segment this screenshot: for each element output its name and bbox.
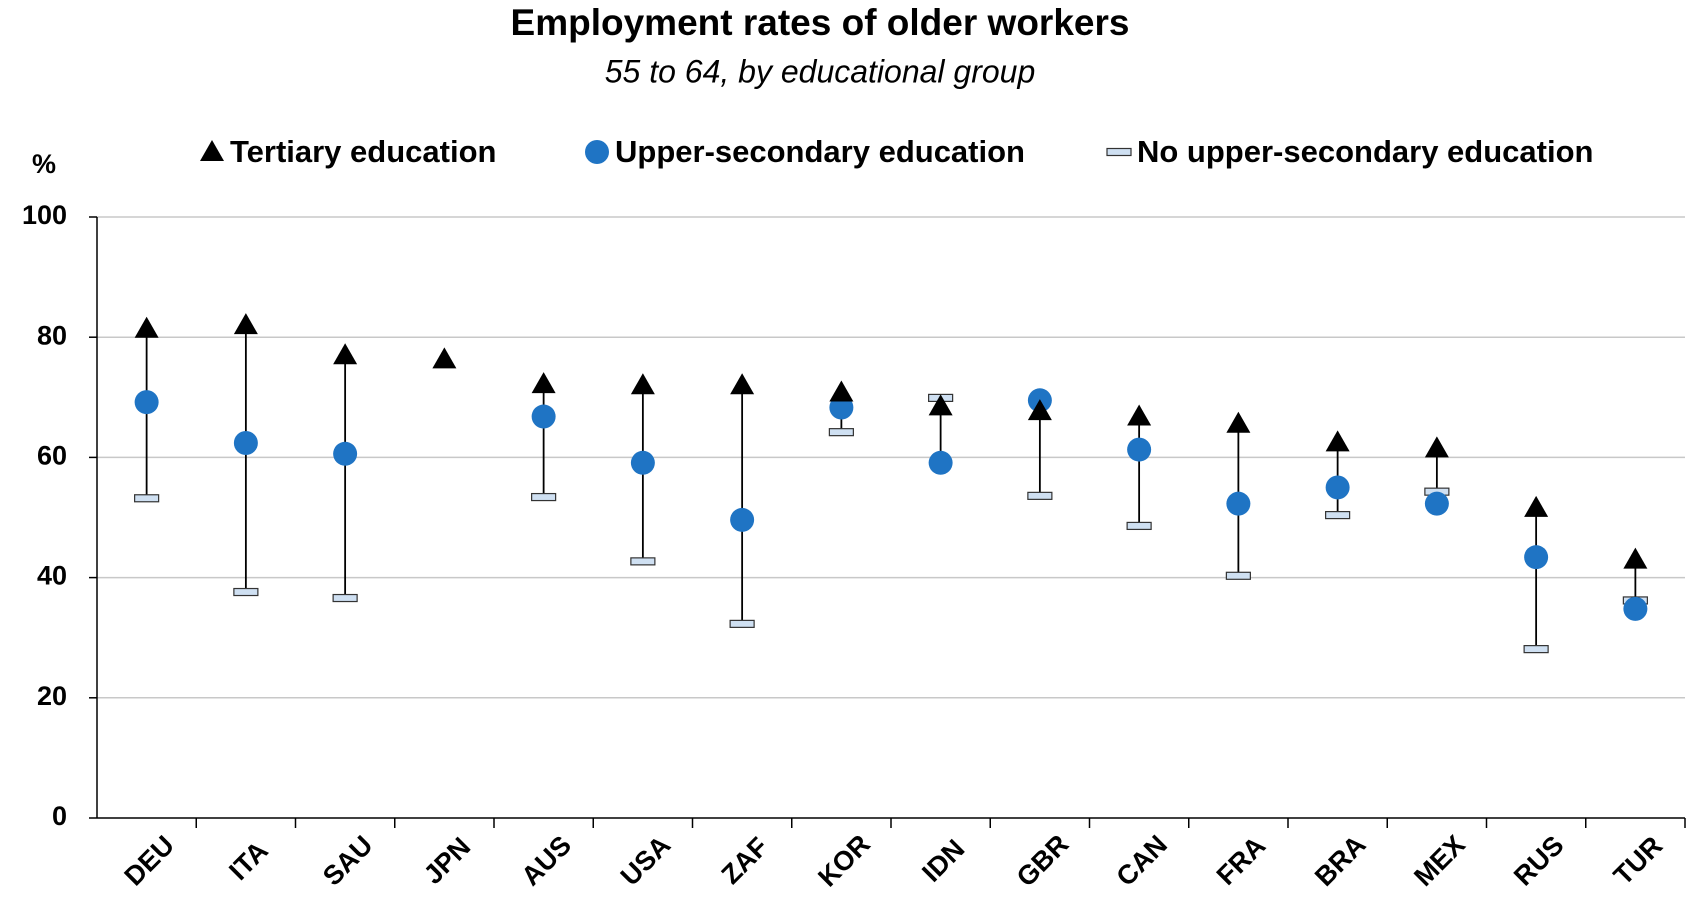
- circle-marker: [1623, 596, 1648, 621]
- dash-marker: [134, 494, 160, 503]
- y-tick-label: 0: [52, 801, 67, 831]
- x-tick-label: BRA: [1309, 829, 1372, 892]
- x-tick-label: AUS: [516, 830, 578, 892]
- dash-marker: [828, 428, 854, 437]
- legend-marker: [1106, 147, 1132, 157]
- dash-marker: [531, 492, 557, 502]
- y-tick-label: 60: [37, 441, 67, 471]
- dash-marker: [1126, 521, 1152, 531]
- y-axis-label: %: [32, 149, 56, 179]
- circle-marker: [1127, 437, 1152, 462]
- dash-marker: [1027, 491, 1053, 500]
- circle-marker: [134, 390, 159, 415]
- circle-marker: [730, 507, 755, 532]
- triangle-marker: [134, 316, 159, 338]
- chart-subtitle: 55 to 64, by educational group: [605, 53, 1036, 89]
- x-tick-label: ZAF: [716, 832, 774, 890]
- circle-marker: [233, 430, 258, 455]
- legend-marker: [585, 140, 609, 164]
- x-tick-label: ITA: [223, 835, 274, 886]
- triangle-marker: [1127, 404, 1152, 426]
- x-tick-label: GBR: [1011, 829, 1075, 893]
- triangle-marker: [1524, 495, 1549, 517]
- legend-label: Upper-secondary education: [615, 134, 1025, 169]
- dash-marker: [1225, 571, 1251, 580]
- legend-label: Tertiary education: [230, 134, 496, 169]
- x-tick-label: CAN: [1111, 829, 1174, 892]
- dash-marker: [332, 593, 358, 603]
- triangle-marker: [1325, 430, 1350, 452]
- x-tick-label: MEX: [1408, 829, 1471, 892]
- circle-marker: [630, 450, 655, 475]
- x-tick-label: KOR: [812, 829, 876, 893]
- triangle-marker: [233, 313, 258, 335]
- circle-marker: [333, 441, 358, 466]
- x-tick-label: USA: [615, 830, 677, 892]
- legend-label: No upper-secondary education: [1137, 134, 1593, 169]
- triangle-marker: [1226, 411, 1251, 433]
- dash-marker: [630, 557, 656, 566]
- triangle-marker: [531, 372, 556, 394]
- triangle-marker: [333, 343, 358, 365]
- y-tick-label: 20: [37, 681, 67, 711]
- circle-marker: [1524, 545, 1549, 570]
- triangle-marker: [730, 373, 755, 395]
- dash-marker: [233, 587, 259, 597]
- triangle-marker: [928, 394, 953, 416]
- chart-title: Employment rates of older workers: [511, 2, 1130, 43]
- y-tick-label: 100: [22, 200, 67, 230]
- dash-marker: [1523, 645, 1549, 654]
- triangle-marker: [1623, 547, 1648, 569]
- circle-marker: [1424, 491, 1449, 516]
- x-tick-label: IDN: [916, 834, 970, 888]
- legend-marker: [200, 140, 224, 161]
- x-tick-label: TUR: [1608, 830, 1668, 890]
- circle-marker: [928, 450, 953, 475]
- y-tick-label: 80: [37, 320, 67, 350]
- x-tick-label: DEU: [119, 830, 181, 892]
- x-tick-label: RUS: [1508, 830, 1570, 892]
- y-tick-label: 40: [37, 561, 67, 591]
- x-tick-label: FRA: [1211, 830, 1271, 890]
- triangle-marker: [829, 380, 854, 402]
- triangle-marker: [432, 347, 457, 369]
- triangle-marker: [630, 373, 655, 395]
- x-tick-label: JPN: [418, 831, 476, 889]
- dash-marker: [1325, 510, 1351, 520]
- x-tick-label: SAU: [317, 830, 379, 892]
- dash-marker: [729, 619, 755, 628]
- circle-marker: [531, 404, 556, 429]
- circle-marker: [1325, 475, 1350, 500]
- circle-marker: [829, 395, 854, 420]
- triangle-marker: [1424, 436, 1449, 458]
- triangle-marker: [1027, 399, 1052, 421]
- circle-marker: [1226, 491, 1251, 516]
